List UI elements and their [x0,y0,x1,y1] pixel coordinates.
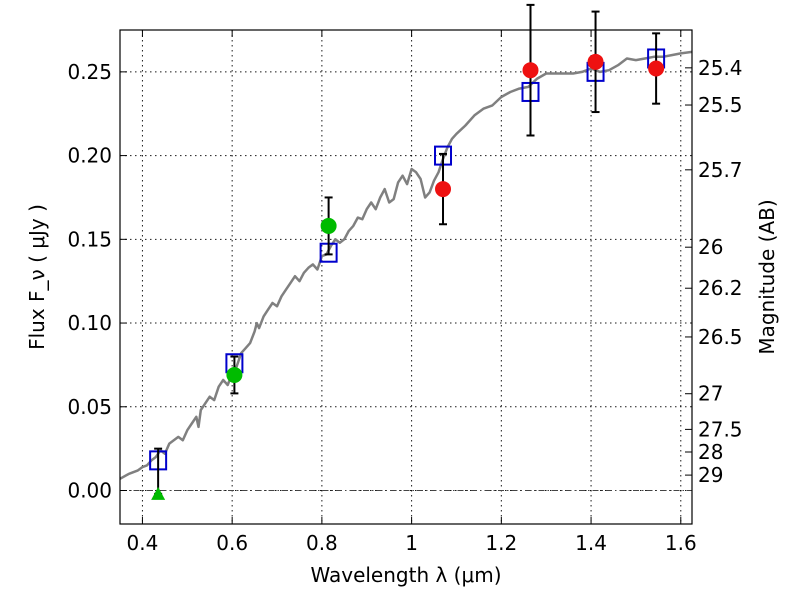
model-spectrum-line [120,50,692,480]
y-axis: 0.00 0.05 0.10 0.15 0.20 0.25 [67,60,127,503]
observed-flux-point [320,217,337,234]
observed-flux-point [435,181,452,198]
magnitude-tick-label: 26.5 [698,325,743,349]
magnitude-tick-label: 25.7 [698,158,743,182]
magnitude-tick-label: 27 [698,382,723,406]
plot-frame [119,29,693,525]
x-tick-label: 0.8 [306,531,338,555]
x-axis-title: Wavelength λ (μm) [310,563,501,587]
observed-flux-point [648,60,665,77]
magnitude-tick-label: 25.4 [698,56,743,80]
x-tick-label: 0.6 [216,531,248,555]
upper-limit-triangle [151,486,166,500]
observed-flux-point [226,366,243,383]
magnitude-tick-label: 26.2 [698,276,743,300]
y-tick-label: 0.15 [67,227,112,251]
magnitude-axis-title: Magnitude (AB) [755,199,779,354]
x-tick-label: 1.4 [575,531,607,555]
magnitude-tick-label: 25.5 [698,93,743,117]
y-tick-label: 0.00 [67,479,112,503]
y-axis-title: Flux F_ν ( μJy ) [25,204,49,350]
model-spectrum [120,50,692,480]
plot-background [120,30,692,524]
y-tick-label: 0.25 [67,60,112,84]
x-tick-label: 1.6 [665,531,697,555]
y-tick-label: 0.20 [67,144,112,168]
x-tick-label: 1 [405,531,418,555]
y-tick-label: 0.10 [67,311,112,335]
magnitude-tick-label: 28 [698,440,723,464]
magnitude-tick-label: 27.5 [698,417,743,441]
x-axis: 0.4 0.6 0.8 1 1.2 1.4 1.6 [127,30,697,555]
magnitude-tick-label: 26 [698,235,723,259]
x-tick-label: 0.4 [127,531,159,555]
observed-flux-point [587,53,604,70]
observed-flux-point [522,62,539,79]
magnitude-tick-label: 29 [698,463,723,487]
y-tick-label: 0.05 [67,395,112,419]
data-points [149,3,666,500]
x-tick-label: 1.2 [485,531,517,555]
